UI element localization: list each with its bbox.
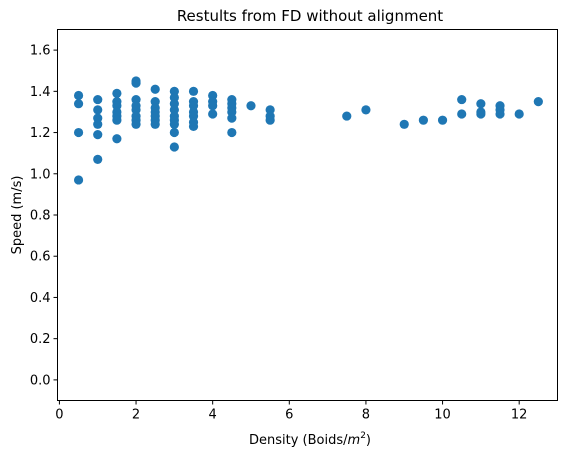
x-tick-label: 6 — [285, 408, 293, 423]
y-tick-label: 1.6 — [30, 44, 51, 59]
data-point — [342, 111, 352, 121]
y-axis-label: Speed (m/s) — [10, 176, 25, 255]
y-tick-label: 1.2 — [30, 126, 51, 141]
data-point — [169, 119, 179, 129]
data-point — [150, 84, 160, 94]
y-tick-label: 0.0 — [30, 373, 51, 388]
x-axis-label-close: ) — [366, 433, 371, 448]
data-point — [457, 94, 467, 105]
data-point — [418, 115, 429, 125]
y-tick-label: 0.8 — [30, 209, 51, 224]
data-point — [476, 99, 486, 109]
data-point — [73, 90, 84, 101]
data-point — [265, 115, 275, 125]
data-point — [208, 109, 218, 119]
data-point — [93, 94, 103, 105]
chart-title: Restults from FD without alignment — [177, 7, 443, 25]
x-axis-label: Density (Boids/m2) — [249, 431, 371, 448]
data-point — [93, 105, 103, 115]
data-point — [533, 97, 543, 107]
data-point — [93, 119, 103, 129]
plot-area — [57, 29, 558, 401]
y-tick-label: 1.4 — [30, 85, 51, 100]
data-point — [73, 99, 84, 109]
data-point — [112, 115, 122, 125]
data-point — [246, 101, 256, 111]
y-tick-label: 0.2 — [30, 332, 51, 347]
x-tick-label: 8 — [362, 408, 370, 423]
data-point — [227, 127, 237, 138]
x-tick-label: 10 — [434, 408, 451, 423]
data-point — [514, 109, 524, 119]
data-point — [93, 130, 103, 140]
x-tick-label: 12 — [511, 408, 528, 423]
data-point — [361, 105, 371, 115]
y-tick-label: 0.4 — [30, 291, 51, 306]
x-axis-label-main: Density (Boids/ — [249, 433, 348, 448]
y-tick-label: 1.0 — [30, 167, 51, 182]
x-tick-label: 4 — [209, 408, 217, 423]
data-point — [112, 134, 122, 144]
x-axis-label-variable: m — [348, 433, 361, 448]
x-axis-label-exponent: 2 — [360, 431, 366, 441]
data-point — [208, 101, 218, 111]
data-point — [73, 175, 84, 185]
data-point — [188, 121, 199, 131]
x-tick-label: 0 — [55, 408, 63, 423]
data-point — [227, 113, 237, 123]
data-point — [495, 109, 505, 119]
x-axis-ticks: 0 2 4 6 8 10 12 — [55, 400, 528, 423]
data-point — [437, 115, 448, 125]
data-point — [112, 88, 122, 98]
data-point — [93, 154, 103, 164]
data-point — [188, 86, 199, 96]
y-axis-ticks: 0.0 0.2 0.4 0.6 0.8 1.0 1.2 1.4 1.6 — [30, 44, 58, 388]
data-point — [73, 127, 84, 138]
data-point — [457, 109, 467, 119]
data-point — [399, 119, 409, 129]
data-point — [169, 127, 179, 138]
data-point — [476, 109, 486, 119]
data-point — [131, 119, 141, 129]
data-points — [73, 76, 543, 185]
data-point — [131, 78, 141, 88]
y-tick-label: 0.6 — [30, 250, 51, 265]
data-point — [169, 142, 179, 152]
data-point — [150, 119, 160, 129]
x-tick-label: 2 — [132, 408, 140, 423]
